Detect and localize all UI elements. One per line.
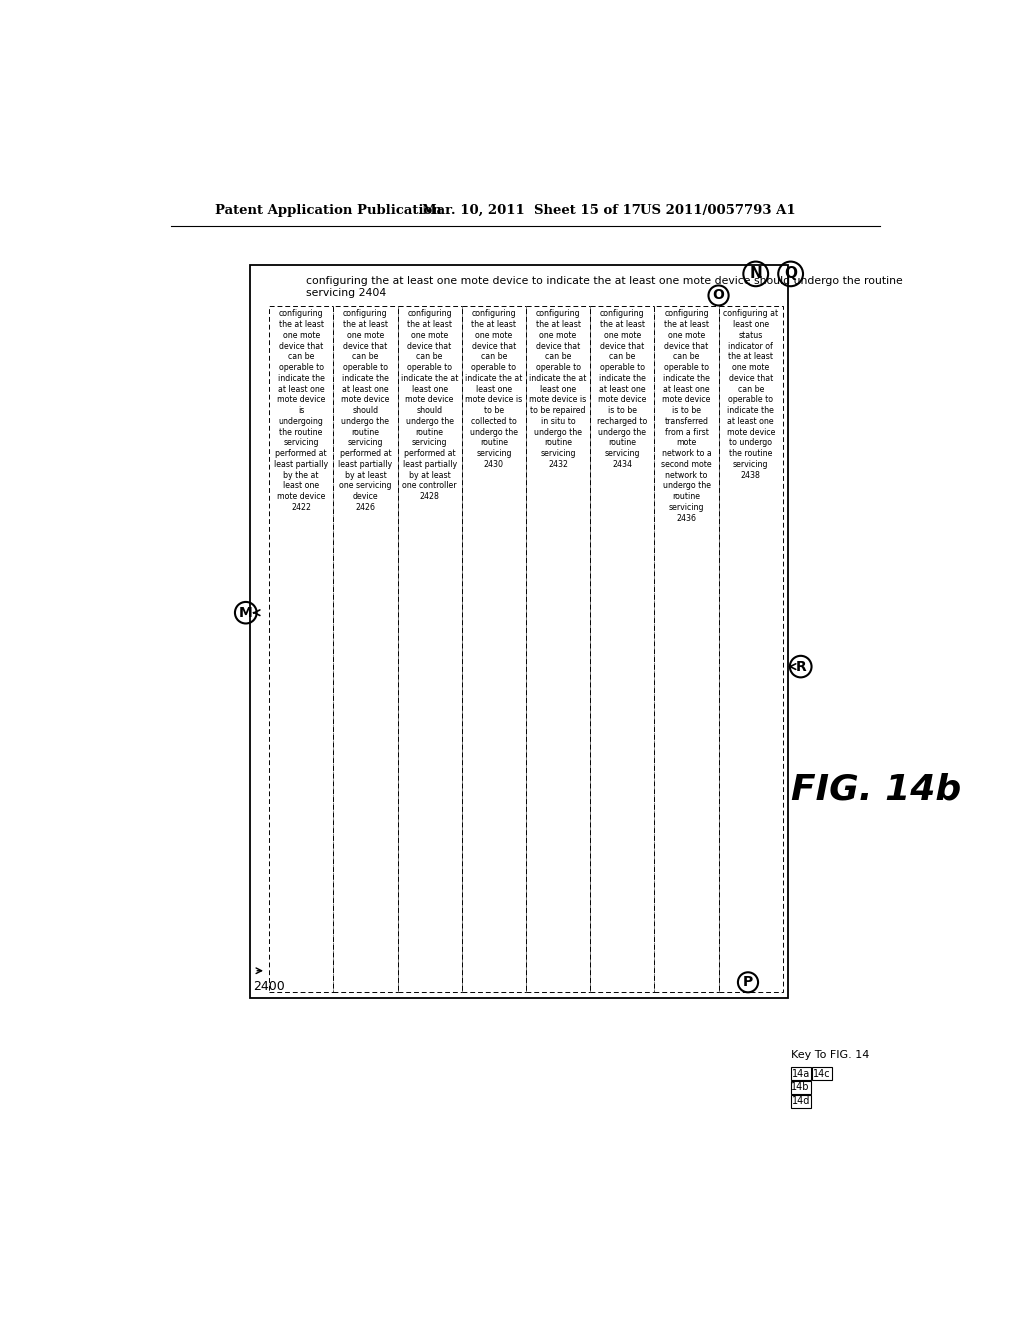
Bar: [526, 306, 590, 993]
Text: Mar. 10, 2011  Sheet 15 of 17: Mar. 10, 2011 Sheet 15 of 17: [423, 205, 641, 218]
Bar: [250, 264, 788, 998]
Bar: [333, 306, 397, 993]
Text: configuring
the at least
one mote
device that
can be
operable to
indicate the at: configuring the at least one mote device…: [465, 309, 522, 469]
Text: configuring
the at least
one mote
device that
can be
operable to
indicate the
at: configuring the at least one mote device…: [274, 309, 329, 512]
Text: 14d: 14d: [792, 1097, 810, 1106]
Text: N: N: [750, 267, 762, 281]
Text: servicing 2404: servicing 2404: [306, 288, 386, 298]
Text: Patent Application Publication: Patent Application Publication: [215, 205, 441, 218]
Text: 14a: 14a: [792, 1069, 810, 1078]
Text: configuring the at least one mote device to indicate the at least one mote devic: configuring the at least one mote device…: [306, 276, 903, 286]
Text: M: M: [239, 606, 253, 619]
Bar: [812, 1067, 831, 1080]
Text: configuring at
least one
status
indicator of
the at least
one mote
device that
c: configuring at least one status indicato…: [723, 309, 778, 479]
Bar: [791, 1067, 811, 1080]
Text: configuring
the at least
one mote
device that
can be
operable to
indicate the
at: configuring the at least one mote device…: [597, 309, 647, 469]
Bar: [462, 306, 526, 993]
Text: R: R: [796, 660, 806, 673]
Bar: [654, 306, 719, 993]
Bar: [590, 306, 654, 993]
Text: 14b: 14b: [792, 1082, 810, 1093]
Bar: [397, 306, 462, 993]
Text: FIG. 14b: FIG. 14b: [791, 772, 961, 807]
Text: 2400: 2400: [254, 981, 286, 994]
Text: 14c: 14c: [813, 1069, 830, 1078]
Text: US 2011/0057793 A1: US 2011/0057793 A1: [640, 205, 795, 218]
Text: O: O: [713, 289, 725, 302]
Text: configuring
the at least
one mote
device that
can be
operable to
indicate the at: configuring the at least one mote device…: [529, 309, 587, 469]
Text: configuring
the at least
one mote
device that
can be
operable to
indicate the
at: configuring the at least one mote device…: [338, 309, 392, 512]
Bar: [791, 1081, 811, 1094]
Text: Q: Q: [784, 267, 797, 281]
Text: Key To FIG. 14: Key To FIG. 14: [791, 1051, 869, 1060]
Bar: [791, 1094, 811, 1107]
Bar: [269, 306, 333, 993]
Bar: [719, 306, 783, 993]
Text: configuring
the at least
one mote
device that
can be
operable to
indicate the at: configuring the at least one mote device…: [401, 309, 459, 502]
Text: configuring
the at least
one mote
device that
can be
operable to
indicate the
at: configuring the at least one mote device…: [662, 309, 712, 523]
Text: P: P: [742, 975, 753, 989]
